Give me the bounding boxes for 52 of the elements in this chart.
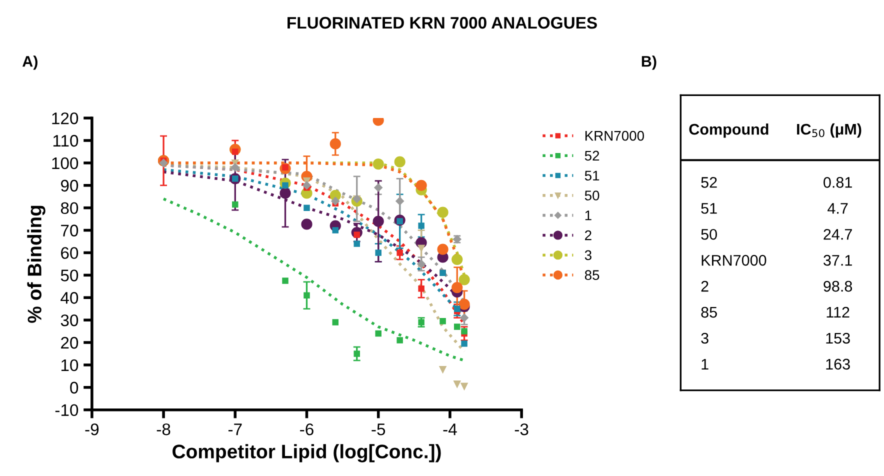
- legend-label: 52: [584, 150, 600, 161]
- x-tick-label: -8: [156, 423, 170, 436]
- category-label: 3: [701, 332, 708, 344]
- data-label: 37.1: [824, 254, 852, 266]
- legend-label: 50: [584, 190, 600, 200]
- data-label: 0.81: [824, 177, 852, 188]
- y-tick-label: 0: [70, 382, 78, 394]
- x-tick-label: -5: [372, 424, 386, 436]
- legend-label: 51: [584, 170, 600, 181]
- text: B): [642, 56, 656, 70]
- y-tick-label: 100: [52, 157, 78, 170]
- text: Compound: [689, 123, 768, 138]
- x-axis-title: Competitor Lipid (log[Conc.]): [172, 444, 441, 462]
- category-label: 50: [701, 228, 717, 240]
- legend-label: 1: [585, 210, 592, 220]
- y-tick-label: 30: [60, 314, 78, 326]
- data-label: 4.7: [828, 203, 848, 214]
- y-tick-label: 40: [60, 292, 78, 304]
- data-label: 98.8: [824, 280, 852, 292]
- data-label: 153: [826, 332, 850, 344]
- y-tick-label: 70: [61, 224, 78, 236]
- category-label: 2: [701, 280, 708, 292]
- text: A): [22, 56, 38, 70]
- category-label: KRN7000: [702, 254, 766, 266]
- y-tick-label: -10: [55, 404, 78, 416]
- data-label: 163: [826, 358, 850, 370]
- chart-title: FLUORINATED KRN 7000 ANALOGUES: [288, 16, 597, 29]
- data-label: 112: [826, 306, 850, 318]
- y-tick-label: 110: [53, 134, 78, 147]
- x-tick-label: -4: [443, 424, 457, 436]
- legend-label: 3: [584, 250, 592, 260]
- y-tick-label: 10: [61, 359, 78, 372]
- y-tick-label: 20: [61, 336, 78, 349]
- data-label: 24.7: [824, 228, 852, 240]
- x-tick-label: -6: [300, 423, 314, 436]
- x-tick-label: -9: [85, 423, 99, 436]
- category-label: 1: [702, 358, 708, 370]
- y-axis-title: % of Binding: [27, 206, 46, 323]
- y-tick-label: 120: [52, 112, 78, 124]
- text: IC$_{50}$ (μM): [797, 123, 862, 138]
- legend-label: 85: [584, 270, 600, 280]
- y-tick-label: 50: [60, 270, 78, 282]
- y-tick-label: 60: [61, 247, 78, 259]
- x-tick-label: -3: [514, 423, 528, 436]
- category-label: 85: [701, 306, 717, 318]
- y-tick-label: 90: [60, 180, 78, 192]
- x-tick-label: -7: [228, 424, 242, 436]
- legend-label: KRN7000: [585, 130, 644, 141]
- category-label: 51: [701, 203, 717, 214]
- legend-label: 2: [585, 230, 592, 240]
- category-label: 52: [701, 177, 717, 188]
- y-tick-label: 80: [60, 202, 78, 214]
